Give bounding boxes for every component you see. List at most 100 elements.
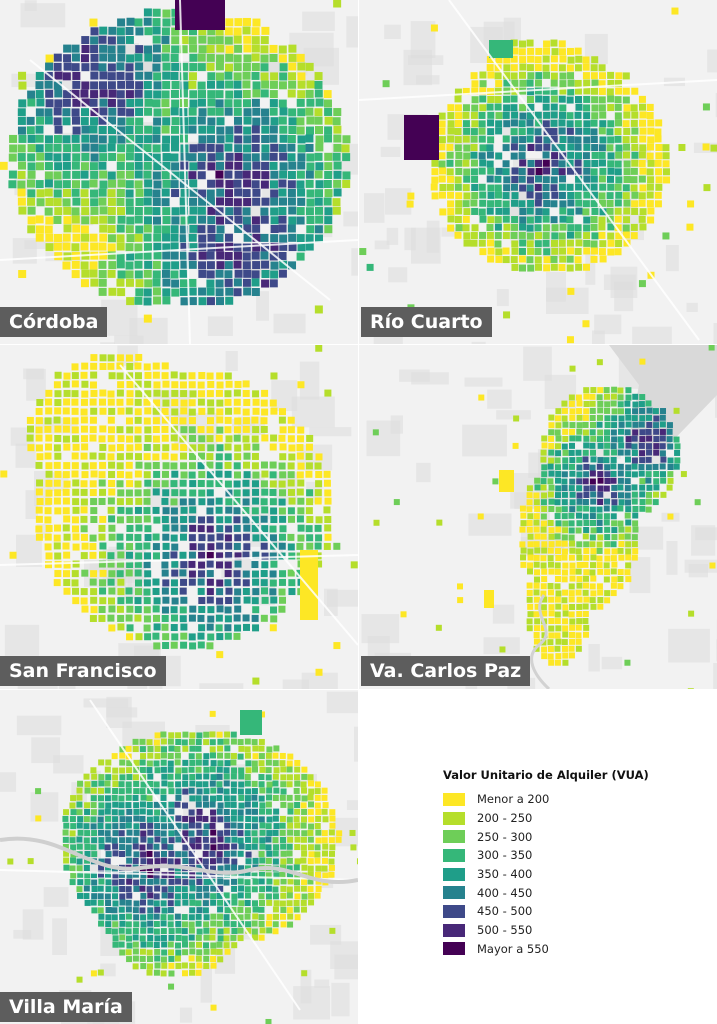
block bbox=[554, 596, 561, 603]
block bbox=[105, 815, 112, 822]
block bbox=[119, 913, 126, 920]
block bbox=[293, 830, 300, 837]
block bbox=[167, 766, 174, 773]
block bbox=[206, 516, 214, 524]
legend-swatch bbox=[443, 923, 465, 937]
block bbox=[322, 802, 329, 809]
block bbox=[83, 885, 90, 892]
block bbox=[287, 871, 294, 878]
block bbox=[575, 394, 582, 401]
block bbox=[266, 746, 273, 753]
block bbox=[548, 414, 555, 421]
block bbox=[561, 415, 568, 422]
block bbox=[224, 864, 231, 871]
block bbox=[550, 200, 558, 208]
block bbox=[44, 179, 53, 188]
block bbox=[260, 251, 269, 260]
block bbox=[237, 837, 244, 844]
block bbox=[188, 498, 196, 506]
block bbox=[152, 189, 161, 198]
block bbox=[207, 380, 215, 388]
block bbox=[574, 47, 582, 55]
block bbox=[554, 583, 561, 590]
block bbox=[561, 554, 568, 561]
block bbox=[238, 802, 245, 809]
block bbox=[206, 197, 215, 206]
block bbox=[314, 489, 322, 497]
map-panel-carlos-paz[interactable]: Va. Carlos Paz bbox=[359, 345, 717, 689]
block bbox=[36, 98, 45, 107]
block bbox=[622, 224, 630, 232]
block bbox=[550, 216, 558, 224]
block bbox=[243, 116, 252, 125]
block bbox=[273, 900, 280, 907]
legend-swatch bbox=[443, 811, 465, 825]
block bbox=[479, 87, 487, 95]
block bbox=[617, 401, 624, 408]
block bbox=[631, 143, 639, 151]
block bbox=[562, 652, 569, 659]
block bbox=[550, 176, 558, 184]
block bbox=[566, 47, 574, 55]
block bbox=[195, 955, 202, 962]
block bbox=[261, 152, 270, 161]
block bbox=[18, 270, 27, 279]
block bbox=[125, 170, 134, 179]
block bbox=[511, 167, 519, 175]
road bbox=[29, 59, 331, 301]
block bbox=[234, 269, 243, 278]
map-panel-rio-cuarto[interactable]: Río Cuarto bbox=[359, 0, 717, 344]
block bbox=[328, 829, 335, 836]
map-panel-san-francisco[interactable]: San Francisco bbox=[0, 345, 358, 689]
block bbox=[90, 389, 98, 397]
block bbox=[260, 542, 268, 550]
block bbox=[314, 108, 323, 117]
block bbox=[223, 927, 230, 934]
block bbox=[288, 53, 297, 62]
block bbox=[574, 247, 582, 255]
block bbox=[583, 401, 590, 408]
block bbox=[623, 199, 631, 207]
background-parcel bbox=[668, 628, 710, 663]
block bbox=[36, 398, 44, 406]
block bbox=[223, 879, 230, 886]
map-panel-cordoba[interactable]: Córdoba bbox=[0, 0, 358, 344]
block bbox=[153, 739, 160, 746]
block bbox=[511, 47, 519, 55]
block bbox=[279, 426, 287, 434]
block bbox=[583, 232, 591, 240]
block bbox=[687, 688, 694, 689]
block bbox=[146, 886, 153, 893]
block bbox=[597, 596, 604, 603]
block bbox=[261, 389, 269, 397]
block bbox=[455, 167, 463, 175]
block bbox=[273, 823, 280, 830]
block bbox=[168, 830, 175, 837]
block bbox=[242, 80, 251, 89]
block bbox=[116, 260, 125, 269]
block bbox=[314, 189, 323, 198]
block bbox=[674, 457, 681, 464]
map-panel-villa-maria[interactable]: Villa María bbox=[0, 690, 358, 1024]
block bbox=[160, 920, 167, 927]
block bbox=[287, 143, 296, 152]
block bbox=[328, 871, 335, 878]
block bbox=[117, 144, 126, 153]
block bbox=[181, 886, 188, 893]
block bbox=[135, 633, 143, 641]
block bbox=[535, 232, 543, 240]
block bbox=[152, 26, 161, 35]
block bbox=[269, 125, 278, 134]
block bbox=[76, 822, 83, 829]
block bbox=[54, 407, 62, 415]
block bbox=[27, 189, 36, 198]
block bbox=[125, 587, 133, 595]
block bbox=[35, 533, 43, 541]
block bbox=[125, 471, 133, 479]
block bbox=[231, 885, 238, 892]
block bbox=[107, 215, 116, 224]
block bbox=[198, 551, 206, 559]
block bbox=[333, 108, 342, 117]
block bbox=[243, 596, 251, 604]
block bbox=[189, 543, 197, 551]
